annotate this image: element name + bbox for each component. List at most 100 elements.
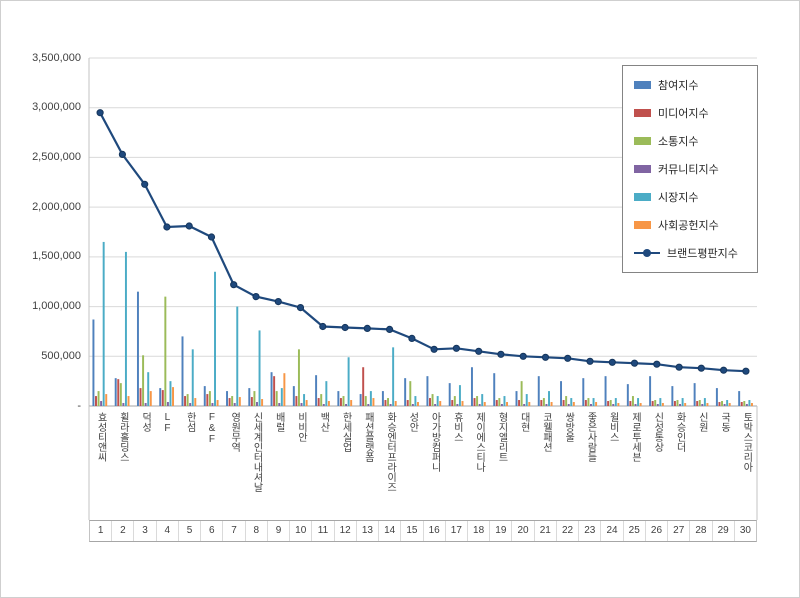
bar-사회공헌지수 [283, 373, 286, 406]
bar-사회공헌지수 [461, 401, 464, 406]
bar-커뮤니티지수 [500, 404, 503, 406]
bar-시장지수 [458, 385, 461, 406]
legend-item: 미디어지수 [634, 105, 753, 121]
bar-커뮤니티지수 [434, 404, 437, 406]
bar-미디어지수 [540, 400, 543, 406]
bar-미디어지수 [740, 402, 743, 406]
y-axis-tick-label: 500,000 [41, 349, 81, 362]
legend: 참여지수 미디어지수 소통지수 커뮤니티지수 시장지수 사회공헌지수 브랜드평판지수 [622, 65, 758, 273]
bar-사회공헌지수 [238, 397, 241, 406]
category-label: 화승인더 [674, 412, 686, 452]
bar-사회공헌지수 [416, 402, 419, 406]
bar-시장지수 [726, 400, 729, 406]
category-label: 윌비스 [607, 412, 619, 442]
category-label: 토박스코리아 [740, 412, 752, 472]
bar-소통지수 [387, 398, 389, 406]
bar-미디어지수 [495, 400, 498, 406]
legend-bar-swatch-icon [634, 109, 651, 117]
legend-line-dot [643, 249, 651, 257]
line-marker [230, 281, 238, 289]
bar-미디어지수 [651, 401, 654, 406]
bar-커뮤니티지수 [100, 401, 103, 406]
y-axis-tick-label: 3,000,000 [32, 101, 81, 114]
line-marker [742, 367, 750, 375]
bar-미디어지수 [250, 397, 253, 406]
bar-미디어지수 [95, 396, 97, 406]
y-axis-tick-label: 2,000,000 [32, 200, 81, 213]
bar-미디어지수 [384, 400, 387, 406]
bar-커뮤니티지수 [656, 404, 659, 406]
bar-시장지수 [369, 391, 372, 406]
bar-미디어지수 [429, 398, 431, 406]
bar-소통지수 [476, 396, 479, 406]
bar-시장지수 [681, 398, 684, 406]
bar-사회공헌지수 [661, 403, 664, 406]
y-axis-tick-label: 3,500,000 [32, 51, 81, 64]
bar-참여지수 [292, 386, 295, 406]
legend-item: 참여지수 [634, 77, 753, 93]
bar-소통지수 [275, 391, 278, 406]
bar-소통지수 [609, 400, 612, 406]
bar-참여지수 [203, 386, 206, 406]
category-number: 2 [112, 521, 135, 541]
bar-참여지수 [470, 367, 473, 406]
bar-사회공헌지수 [439, 401, 442, 406]
line-marker [452, 344, 460, 352]
category-label: 휠라홀딩스 [117, 412, 129, 462]
bar-사회공헌지수 [394, 401, 397, 406]
category-number: 26 [646, 521, 669, 541]
category-label: 형지엘리트 [495, 412, 507, 462]
bar-커뮤니티지수 [345, 404, 348, 406]
legend-line-marker-icon [634, 248, 660, 258]
bar-소통지수 [721, 401, 723, 406]
bar-커뮤니티지수 [723, 404, 726, 406]
legend-item: 시장지수 [634, 189, 753, 205]
bar-소통지수 [453, 396, 456, 406]
bar-미디어지수 [206, 394, 209, 406]
bar-사회공헌지수 [639, 403, 642, 406]
bar-미디어지수 [518, 400, 521, 406]
bar-참여지수 [404, 378, 407, 406]
bar-소통지수 [520, 381, 523, 406]
category-label: LF [161, 412, 173, 434]
bar-시장지수 [214, 271, 216, 406]
category-label: 대현 [518, 412, 530, 432]
category-number: 9 [268, 521, 291, 541]
bar-미디어지수 [562, 400, 565, 406]
bar-미디어지수 [696, 401, 699, 406]
bar-커뮤니티지수 [389, 404, 392, 406]
bar-소통지수 [498, 398, 501, 406]
category-number: 1 [90, 521, 113, 541]
bar-사회공헌지수 [127, 396, 130, 406]
legend-label: 커뮤니티지수 [658, 164, 719, 176]
line-marker [697, 364, 705, 372]
bar-미디어지수 [406, 400, 409, 406]
line-marker [497, 350, 505, 358]
line-marker [341, 323, 349, 332]
line-marker [430, 345, 438, 353]
line-marker [408, 334, 416, 342]
bar-참여지수 [270, 372, 273, 406]
bar-소통지수 [431, 394, 434, 406]
bar-커뮤니티지수 [478, 404, 481, 406]
bar-참여지수 [693, 383, 696, 406]
category-number: 29 [713, 521, 735, 541]
category-label: 성안 [406, 412, 418, 432]
category-number: 25 [624, 521, 646, 541]
legend-item: 소통지수 [634, 133, 753, 149]
line-marker [675, 363, 683, 371]
y-axis-tick-label: - [77, 399, 81, 412]
bar-미디어지수 [295, 396, 298, 406]
bar-사회공헌지수 [728, 403, 731, 406]
line-marker [608, 358, 616, 366]
bar-미디어지수 [273, 376, 276, 406]
bar-참여지수 [604, 376, 607, 406]
bar-참여지수 [715, 388, 718, 406]
line-marker [96, 109, 104, 117]
category-number: 10 [290, 521, 313, 541]
bar-미디어지수 [473, 398, 476, 406]
category-number-row: 1 2 3 4 5 6 7 8 9 10 11 12 13 14 15 16 17 18 19 20 21 22 23 24 2… [89, 520, 757, 542]
bar-소통지수 [119, 383, 122, 406]
category-number: 17 [446, 521, 468, 541]
